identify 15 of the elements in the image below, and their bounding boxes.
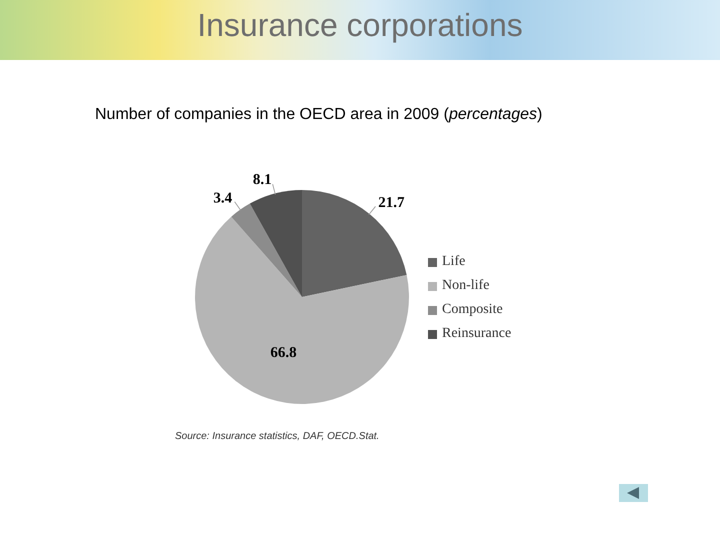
chart-title: Insurance corporations <box>196 6 524 45</box>
source-note: Source: Insurance statistics, DAF, OECD.Stat. <box>175 430 380 444</box>
chart-subtitle: Number of companies in the OECD area in 2009 (percentages) <box>95 106 542 123</box>
pie-slice <box>231 204 302 297</box>
legend-label: Composite <box>442 302 503 318</box>
pie-slice <box>195 216 409 404</box>
legend-label: Life <box>442 254 466 270</box>
data-label: 66.8 <box>270 344 297 361</box>
data-label: 21.7 <box>378 195 405 212</box>
pie-slice <box>250 190 302 297</box>
pie-slice <box>302 190 407 297</box>
legend-label: Reinsurance <box>442 326 512 342</box>
legend-label: Non-life <box>442 278 490 294</box>
data-label: 3.4 <box>213 190 233 206</box>
data-label: 8.1 <box>252 172 272 188</box>
